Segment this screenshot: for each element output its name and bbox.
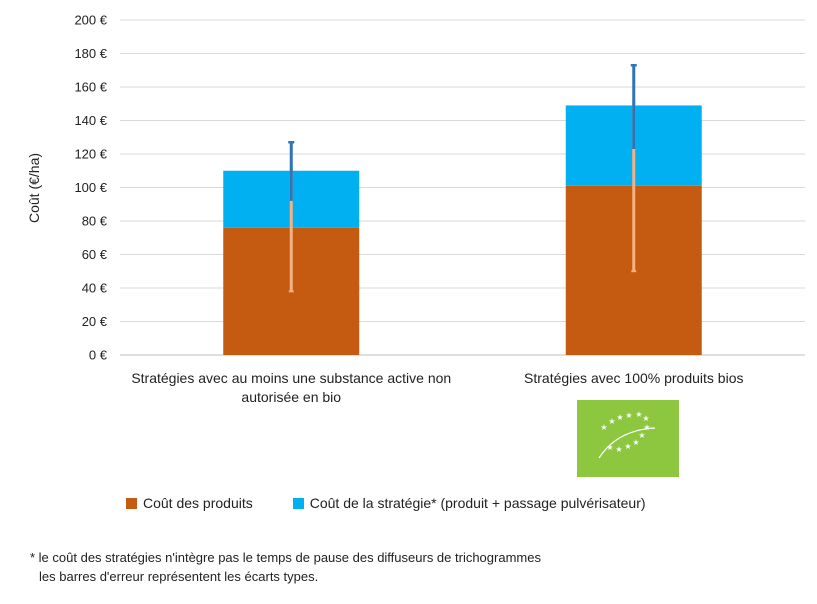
y-tick-label: 40 € — [82, 281, 108, 296]
legend: Coût des produits Coût de la stratégie* … — [126, 495, 686, 511]
logo-star: ★ — [600, 423, 607, 432]
footnote-line-1: * le coût des stratégies n'intègre pas l… — [30, 550, 541, 565]
logo-background — [577, 400, 679, 477]
eu-organic-logo: ★ ★ ★ ★★★★★★★★★ — [577, 400, 679, 477]
grid-lines — [120, 19, 805, 356]
logo-star: ★ — [625, 411, 632, 420]
x-category-labels: Stratégies avec au moins une substance a… — [131, 370, 743, 405]
legend-label-products: Coût des produits — [143, 495, 253, 511]
legend-item-products: Coût des produits — [126, 495, 253, 511]
logo-star: ★ — [638, 431, 645, 440]
legend-label-strategy: Coût de la stratégie* (produit + passage… — [309, 495, 646, 511]
logo-star: ★ — [615, 445, 622, 454]
y-axis-title: Coût (€/ha) — [26, 153, 42, 223]
y-tick-label: 160 € — [74, 80, 107, 95]
footnote: * le coût des stratégies n'intègre pas l… — [30, 548, 541, 586]
y-tick-label: 0 € — [89, 348, 108, 363]
y-tick-label: 80 € — [82, 214, 108, 229]
logo-star: ★ — [608, 417, 615, 426]
logo-star: ★ — [632, 438, 639, 447]
legend-item-strategy: Coût de la stratégie* (produit + passage… — [292, 495, 646, 511]
logo-stars: ★ ★ ★ ★★★★★★★★★ — [598, 410, 656, 459]
logo-star: ★ — [643, 423, 650, 432]
legend-swatch-products — [126, 497, 137, 509]
footnote-line-2: les barres d'erreur représentent les éca… — [39, 569, 319, 584]
y-tick-label: 180 € — [74, 46, 107, 61]
y-tick-label: 140 € — [74, 113, 107, 128]
y-tick-label: 20 € — [82, 314, 108, 329]
logo-star: ★ — [616, 413, 623, 422]
y-tick-label: 100 € — [74, 180, 107, 195]
error-bars — [288, 63, 637, 293]
y-tick-labels: 0 € 20 € 40 € 60 € 80 € 100 € 120 € 140 € 160 € 1… — [74, 13, 107, 363]
x-category-label: Stratégies avec 100% produits bios — [524, 370, 743, 386]
y-tick-label: 60 € — [82, 247, 108, 262]
x-category-label: autorisée en bio — [241, 389, 341, 405]
x-category-label: Stratégies avec au moins une substance a… — [131, 370, 451, 386]
y-tick-label: 200 € — [74, 13, 107, 28]
logo-star: ★ — [606, 443, 613, 452]
bars — [223, 105, 702, 355]
logo-leaf-line — [598, 427, 656, 459]
y-tick-label: 120 € — [74, 147, 107, 162]
legend-swatch-strategy — [292, 497, 304, 509]
logo-star: ★ — [635, 410, 642, 419]
logo-star: ★ — [642, 414, 649, 423]
logo-star: ★ — [624, 442, 631, 451]
